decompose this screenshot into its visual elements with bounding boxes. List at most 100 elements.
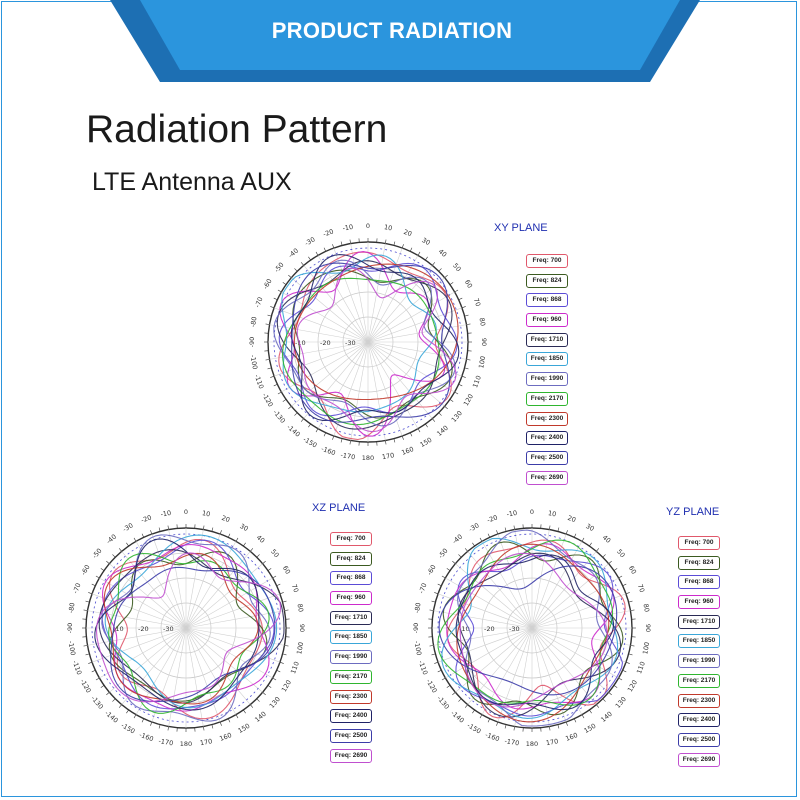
tick-mark: [466, 359, 471, 361]
tick-mark: [141, 533, 145, 538]
grid-spoke: [367, 341, 467, 360]
legend-item: Freq: 868: [678, 575, 720, 590]
series-curve-960: [446, 543, 615, 710]
tick-mark: [458, 554, 462, 558]
tick-mark: [85, 600, 90, 603]
tick-mark: [288, 274, 292, 278]
tick-mark: [630, 645, 635, 647]
tick-mark: [608, 692, 612, 696]
tick-mark: [622, 669, 627, 673]
angle-label: -160: [484, 731, 501, 744]
angle-label: 100: [477, 355, 487, 369]
tick-mark: [628, 600, 633, 603]
angle-label: 0: [366, 222, 370, 230]
tick-mark: [267, 367, 272, 370]
tick-mark: [628, 653, 633, 656]
grid-spoke: [437, 593, 533, 629]
series-curve-2400: [290, 254, 460, 422]
legend-item: Freq: 2690: [330, 748, 372, 763]
series-curve-2690: [296, 267, 457, 433]
grid-spoke: [531, 541, 583, 629]
angle-label: 50: [269, 548, 280, 559]
tick-mark: [464, 704, 468, 708]
grid-spoke: [185, 627, 237, 715]
radial-label: -10: [459, 625, 470, 633]
legend-item: Freq: 824: [526, 273, 568, 288]
tick-mark: [235, 537, 239, 542]
tick-mark: [589, 542, 592, 547]
angle-label: 0: [184, 508, 188, 516]
tick-mark: [409, 247, 413, 252]
angle-label: -140: [449, 709, 465, 725]
tick-mark: [106, 560, 110, 564]
tick-mark: [557, 527, 560, 532]
grid-spoke: [367, 341, 445, 407]
tick-mark: [95, 575, 100, 579]
grid-spoke: [481, 541, 533, 629]
radial-label: -30: [163, 625, 174, 633]
yz-plane-legend: Freq: 700 Freq: 824 Freq: 868 Freq: 960 Freq…: [678, 536, 720, 772]
legend-item: Freq: 1710: [330, 610, 372, 625]
legend-item: Freq: 2400: [526, 431, 568, 446]
grid-spoke: [467, 551, 533, 629]
grid-spoke: [317, 255, 369, 343]
series-curve-868: [278, 262, 458, 417]
angle-label: 150: [419, 436, 434, 449]
tick-mark: [288, 406, 292, 410]
tick-mark: [282, 399, 287, 402]
angle-label: -120: [78, 678, 92, 695]
tick-mark: [294, 412, 298, 416]
tick-mark: [444, 406, 448, 410]
tick-mark: [434, 592, 439, 595]
angle-label: 170: [199, 737, 213, 747]
legend-item: Freq: 960: [330, 591, 372, 606]
angle-label: 120: [280, 679, 293, 694]
angle-label: 30: [238, 522, 249, 533]
tick-mark: [219, 530, 222, 535]
angle-label: 160: [564, 731, 578, 743]
tick-mark: [262, 560, 266, 564]
legend-item: Freq: 2300: [526, 411, 568, 426]
angle-label: -80: [249, 316, 259, 328]
legend-item: Freq: 868: [330, 571, 372, 586]
tick-mark: [203, 525, 205, 530]
tick-mark: [88, 661, 93, 664]
tick-mark: [118, 548, 122, 552]
tick-mark: [393, 241, 396, 246]
tick-mark: [581, 714, 585, 719]
angle-label: -40: [451, 533, 464, 546]
angle-label: -150: [302, 435, 319, 449]
tick-mark: [573, 533, 577, 538]
angle-label: -70: [71, 582, 82, 595]
tick-mark: [273, 383, 278, 387]
legend-item: Freq: 868: [526, 293, 568, 308]
legend-item: Freq: 1850: [678, 634, 720, 649]
tick-mark: [112, 698, 116, 702]
angle-label: 70: [636, 583, 646, 594]
grid-spoke: [168, 627, 187, 727]
grid-spoke: [367, 277, 445, 343]
angle-label: 10: [383, 223, 393, 232]
legend-item: Freq: 2690: [526, 470, 568, 485]
legend-item: Freq: 2300: [330, 689, 372, 704]
tick-mark: [308, 256, 311, 261]
tick-mark: [141, 718, 145, 723]
grid-spoke: [367, 341, 433, 419]
tick-mark: [100, 685, 105, 688]
angle-label: -100: [67, 640, 77, 656]
legend-item: Freq: 1990: [526, 372, 568, 387]
tick-mark: [323, 247, 327, 252]
grid-spoke: [291, 277, 369, 343]
tick-mark: [452, 560, 456, 564]
tick-mark: [466, 323, 471, 325]
grid-spoke: [185, 627, 251, 705]
legend-item: Freq: 2170: [330, 669, 372, 684]
angle-label: 160: [218, 731, 232, 743]
tick-mark: [243, 542, 246, 547]
tick-mark: [487, 533, 491, 538]
angle-label: 80: [478, 317, 487, 327]
tick-mark: [409, 432, 413, 437]
